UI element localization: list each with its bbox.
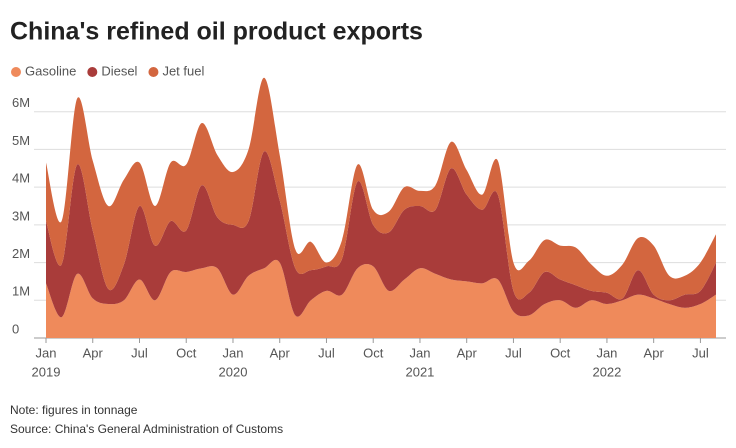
x-tick-label: Jan [222,345,243,360]
y-tick-label: 5M [12,133,30,148]
y-tick-label: 1M [12,284,30,299]
legend-swatch [87,67,98,77]
area [46,151,716,318]
legend-label: Gasoline [25,63,76,78]
x-tick-label: Oct [550,345,571,360]
x-tick-label: Jul [131,345,148,360]
y-tick-label: 0 [12,321,19,336]
area [46,259,716,338]
x-tick-label: Apr [457,345,478,360]
legend-swatch [148,67,159,77]
x-year-label: 2022 [592,364,621,379]
x-tick-label: Apr [644,345,665,360]
note: Note: figures in tonnage [10,403,138,417]
x-tick-label: Jan [596,345,617,360]
y-tick-label: 2M [12,246,30,261]
x-tick-label: Oct [363,345,384,360]
chart-title: China's refined oil product exports [10,18,423,46]
x-tick-label: Jan [36,345,57,360]
area [46,77,716,301]
y-tick-label: 3M [12,208,30,223]
x-year-label: 2019 [32,364,61,379]
x-tick-label: Jul [505,345,522,360]
legend-swatch [11,67,21,77]
legend: Gasoline Diesel Jet fuel [11,63,204,78]
x-year-label: 2020 [219,364,248,379]
source: Source: China's General Administration o… [10,422,283,436]
x-tick-label: Jan [409,345,430,360]
x-tick-label: Apr [270,345,291,360]
y-tick-label: 6M [12,95,30,110]
x-year-label: 2021 [405,364,434,379]
x-tick-label: Jul [318,345,335,360]
areas [46,77,716,338]
x-tick-label: Oct [176,345,197,360]
x-tick-label: Jul [692,345,709,360]
y-tick-label: 4M [12,171,30,186]
legend-label: Jet fuel [162,63,204,78]
x-tick-label: Apr [83,345,104,360]
legend-label: Diesel [101,63,137,78]
